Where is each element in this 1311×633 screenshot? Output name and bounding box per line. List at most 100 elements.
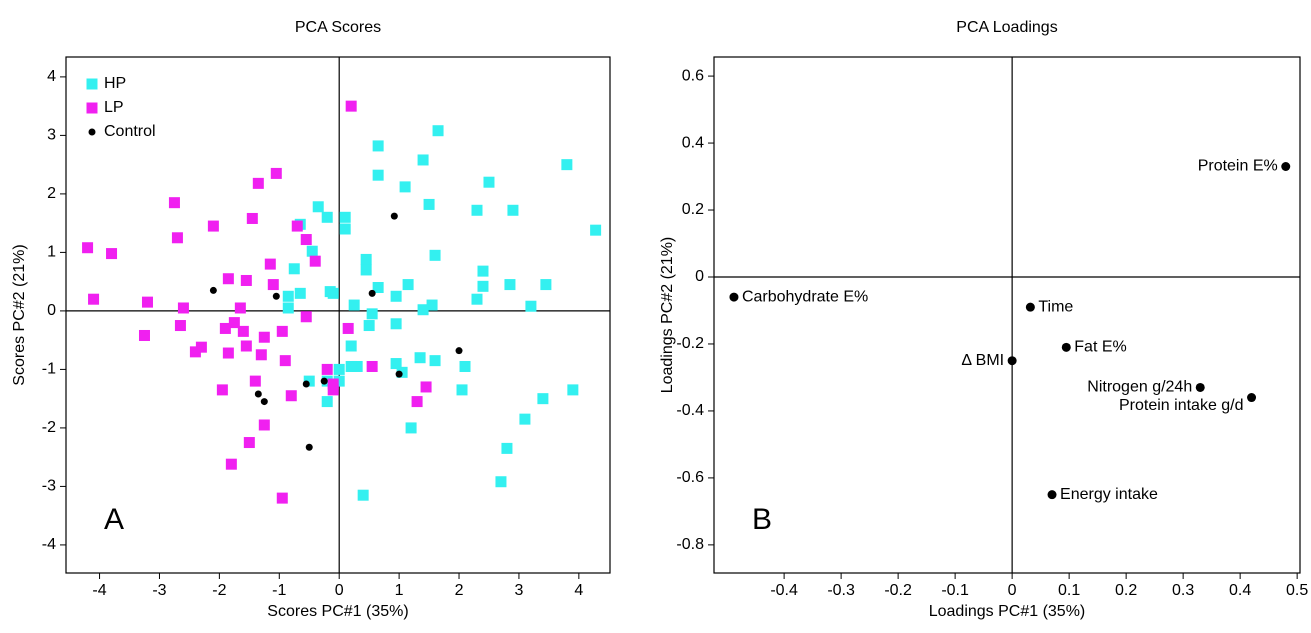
legend-marker: [88, 128, 96, 136]
y-tick-label: -1: [42, 361, 56, 378]
point: [507, 204, 519, 216]
point-label: Energy intake: [1060, 486, 1158, 503]
point: [471, 293, 483, 305]
point: [282, 302, 294, 314]
y-tick-label: -0.6: [676, 469, 704, 486]
x-tick-label: 0.2: [1115, 582, 1137, 599]
y-tick-label: -2: [42, 419, 56, 436]
point: [411, 396, 423, 408]
point: [417, 304, 429, 316]
point: [414, 352, 426, 364]
chart-title: PCA Loadings: [956, 19, 1057, 36]
panel-label: A: [104, 503, 124, 536]
point: [294, 287, 306, 299]
point-label: Δ BMI: [961, 352, 1004, 369]
point: [252, 177, 264, 189]
y-tick-label: -3: [42, 478, 56, 495]
y-axis-label: Scores PC#2 (21%): [11, 244, 28, 385]
point: [390, 318, 402, 330]
x-tick-label: 0: [1008, 582, 1017, 599]
point: [495, 476, 507, 488]
point: [1061, 342, 1071, 352]
y-axis-label: Loadings PC#2 (21%): [659, 237, 676, 394]
x-tick-label: 2: [455, 582, 464, 599]
point-label: Nitrogen g/24h: [1087, 379, 1192, 396]
point: [222, 347, 234, 359]
point: [333, 375, 345, 387]
point-label: Carbohydrate E%: [742, 288, 868, 305]
point: [303, 375, 315, 387]
y-tick-label: 1: [47, 244, 56, 261]
x-tick-label: 3: [514, 582, 523, 599]
point: [402, 279, 414, 291]
x-tick-label: 0: [335, 582, 344, 599]
point: [345, 340, 357, 352]
point: [360, 253, 372, 265]
point: [429, 355, 441, 367]
point: [141, 296, 153, 308]
point: [195, 341, 207, 353]
point: [309, 255, 321, 267]
point: [366, 308, 378, 320]
x-tick-label: -4: [92, 582, 106, 599]
point: [390, 358, 402, 370]
point: [327, 384, 339, 396]
point: [282, 290, 294, 302]
point: [567, 384, 579, 396]
x-tick-label: -2: [212, 582, 226, 599]
point: [312, 201, 324, 213]
point: [357, 489, 369, 501]
point: [267, 279, 279, 291]
x-tick-label: 1: [395, 582, 404, 599]
point: [477, 280, 489, 292]
point: [276, 492, 288, 504]
y-tick-label: -0.2: [676, 335, 704, 352]
y-tick-label: 0: [47, 302, 56, 319]
point: [590, 224, 602, 236]
point: [372, 282, 384, 294]
legend-label: Control: [104, 123, 156, 140]
point: [255, 349, 267, 361]
point: [729, 292, 739, 302]
point: [240, 340, 252, 352]
point: [432, 125, 444, 137]
x-axis-label: Loadings PC#1 (35%): [929, 603, 1086, 620]
x-tick-label: -0.4: [770, 582, 798, 599]
point: [216, 384, 228, 396]
point: [189, 346, 201, 358]
point: [320, 377, 328, 385]
x-tick-label: -1: [272, 582, 286, 599]
legend-marker: [86, 102, 98, 114]
point: [423, 198, 435, 210]
x-tick-label: 0.4: [1229, 582, 1251, 599]
point: [1047, 490, 1057, 500]
point: [174, 320, 186, 332]
point: [321, 211, 333, 223]
point: [82, 242, 94, 254]
point: [348, 299, 360, 311]
point: [455, 347, 463, 355]
point: [279, 355, 291, 367]
point: [270, 167, 282, 179]
point: [305, 443, 313, 451]
x-tick-label: -0.1: [941, 582, 969, 599]
point: [525, 300, 537, 312]
legend-marker: [86, 78, 98, 90]
point: [300, 311, 312, 323]
point: [272, 292, 280, 300]
point: [366, 360, 378, 372]
point: [168, 197, 180, 209]
y-tick-label: 3: [47, 127, 56, 144]
point: [1195, 382, 1205, 392]
point: [540, 279, 552, 291]
point: [459, 360, 471, 372]
point-label: Time: [1038, 298, 1073, 315]
panel-label: B: [752, 503, 772, 536]
point: [477, 265, 489, 277]
chart-title: PCA Scores: [295, 19, 381, 36]
point: [471, 204, 483, 216]
x-tick-label: 0.3: [1172, 582, 1194, 599]
point: [209, 286, 217, 294]
point: [363, 320, 375, 332]
point: [324, 286, 336, 298]
